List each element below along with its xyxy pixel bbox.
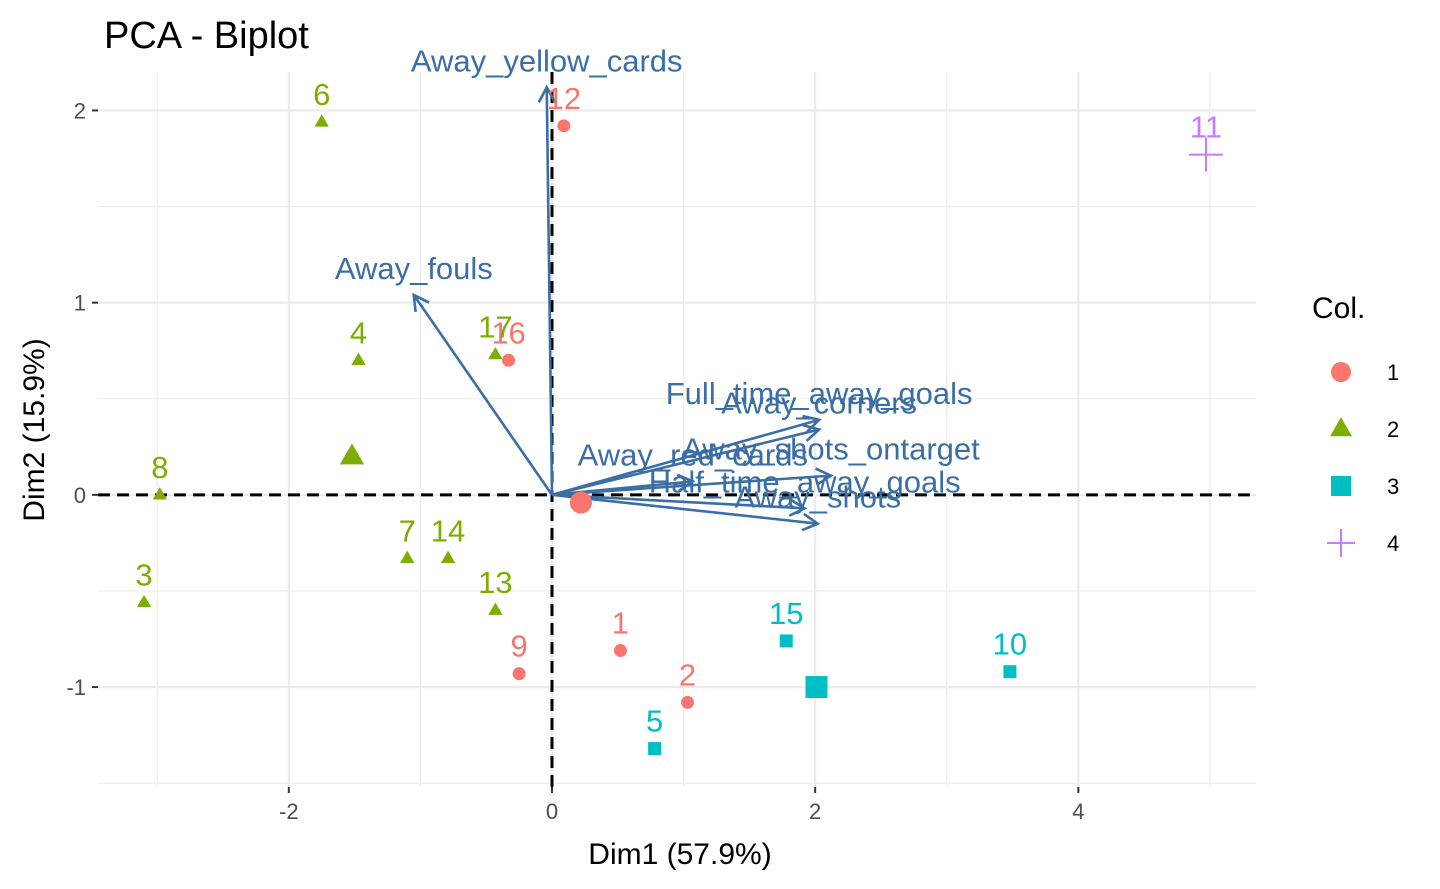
variable-label: Half_time_away_goals	[649, 464, 961, 499]
point-label: 16	[491, 315, 525, 350]
legend-title: Col.	[1312, 292, 1365, 325]
variable-arrow	[412, 294, 554, 496]
legend-label: 4	[1387, 531, 1399, 556]
x-tick-label: 4	[1072, 799, 1084, 824]
individual-points	[136, 114, 1223, 756]
point-marker	[512, 667, 526, 681]
point-label: 10	[993, 627, 1027, 662]
point-label: 7	[399, 513, 416, 548]
variable-label: Away_red_cards	[578, 437, 808, 472]
grid	[98, 72, 1256, 787]
group-centroid-marker	[805, 676, 828, 699]
variable-label: Away_shots	[735, 480, 902, 515]
x-tick-label: 2	[809, 799, 821, 824]
point-marker	[648, 742, 662, 756]
point-label: 6	[313, 77, 330, 112]
arrow-head	[801, 512, 821, 532]
point-marker	[502, 353, 516, 367]
group-centroid-marker	[569, 491, 592, 514]
variable-label: Away_corners	[721, 386, 917, 421]
y-tick-label: 2	[74, 98, 86, 123]
variable-arrow	[551, 493, 805, 510]
reference-lines	[98, 72, 1256, 787]
point-label: 1	[612, 606, 629, 641]
y-axis-title: Dim2 (15.9%)	[18, 338, 51, 521]
arrow-head	[814, 467, 834, 486]
legend-key-circle	[1331, 362, 1351, 382]
y-tick-label: -1	[66, 675, 86, 700]
variable-arrow	[551, 474, 832, 497]
point-label: 3	[135, 557, 152, 592]
point-label: 14	[431, 513, 465, 548]
chart-title: PCA - Biplot	[104, 15, 309, 57]
legend-label: 2	[1387, 417, 1399, 442]
variable-label: Away_shots_ontarget	[682, 432, 980, 467]
point-label: 17	[478, 310, 512, 345]
axis-ticks: -2 0 2 4 -1 0 1 2	[66, 98, 1084, 824]
variable-arrows	[412, 84, 834, 532]
point-label: 15	[769, 596, 803, 631]
variable-arrow	[551, 418, 820, 497]
point-label: 9	[510, 629, 527, 664]
legend-key-cross	[1327, 529, 1355, 557]
point-marker	[440, 550, 456, 563]
x-axis-title: Dim1 (57.9%)	[588, 838, 771, 871]
point-marker	[488, 602, 503, 615]
legend-key-triangle	[1330, 417, 1352, 437]
variable-arrow	[551, 493, 818, 525]
legend-label: 1	[1387, 360, 1399, 385]
point-marker	[400, 550, 415, 563]
point-marker	[681, 695, 695, 709]
point-marker	[314, 114, 329, 127]
point-label: 2	[679, 657, 696, 692]
point-label: 8	[151, 450, 168, 485]
point-label: 4	[350, 315, 367, 350]
point-marker	[351, 352, 366, 365]
arrow-head	[788, 498, 808, 517]
variable-label: Away_yellow_cards	[411, 43, 683, 78]
point-label: 11	[1190, 110, 1222, 145]
y-tick-label: 0	[74, 483, 86, 508]
point-label: 12	[547, 81, 581, 116]
arrow-head	[676, 473, 696, 493]
variable-arrow	[545, 87, 554, 495]
point-marker	[613, 644, 627, 658]
legend-key-square	[1331, 476, 1351, 496]
arrow-head	[412, 292, 430, 312]
x-tick-label: 0	[546, 799, 558, 824]
point-marker	[557, 119, 571, 133]
point-marker	[1003, 665, 1017, 679]
arrow-head	[802, 423, 822, 442]
legend: Col. 1 2 3 4	[1312, 292, 1399, 557]
point-marker	[136, 594, 152, 608]
point-marker	[1188, 137, 1223, 172]
y-tick-label: 1	[74, 291, 86, 316]
arrow-head	[537, 84, 557, 104]
legend-label: 3	[1387, 474, 1399, 499]
point-marker	[488, 346, 503, 360]
labels: Away_yellow_cards Away_fouls Away_red_card…	[135, 43, 1222, 738]
point-marker	[152, 487, 167, 500]
point-label: 5	[646, 704, 663, 739]
variable-arrow	[551, 428, 820, 497]
point-label: 13	[478, 565, 512, 600]
x-tick-label: -2	[279, 799, 299, 824]
group-centroid-marker	[339, 443, 365, 465]
point-marker	[779, 634, 793, 648]
variable-label: Away_fouls	[335, 251, 493, 286]
variable-label: Full_time_away_goals	[666, 376, 973, 411]
